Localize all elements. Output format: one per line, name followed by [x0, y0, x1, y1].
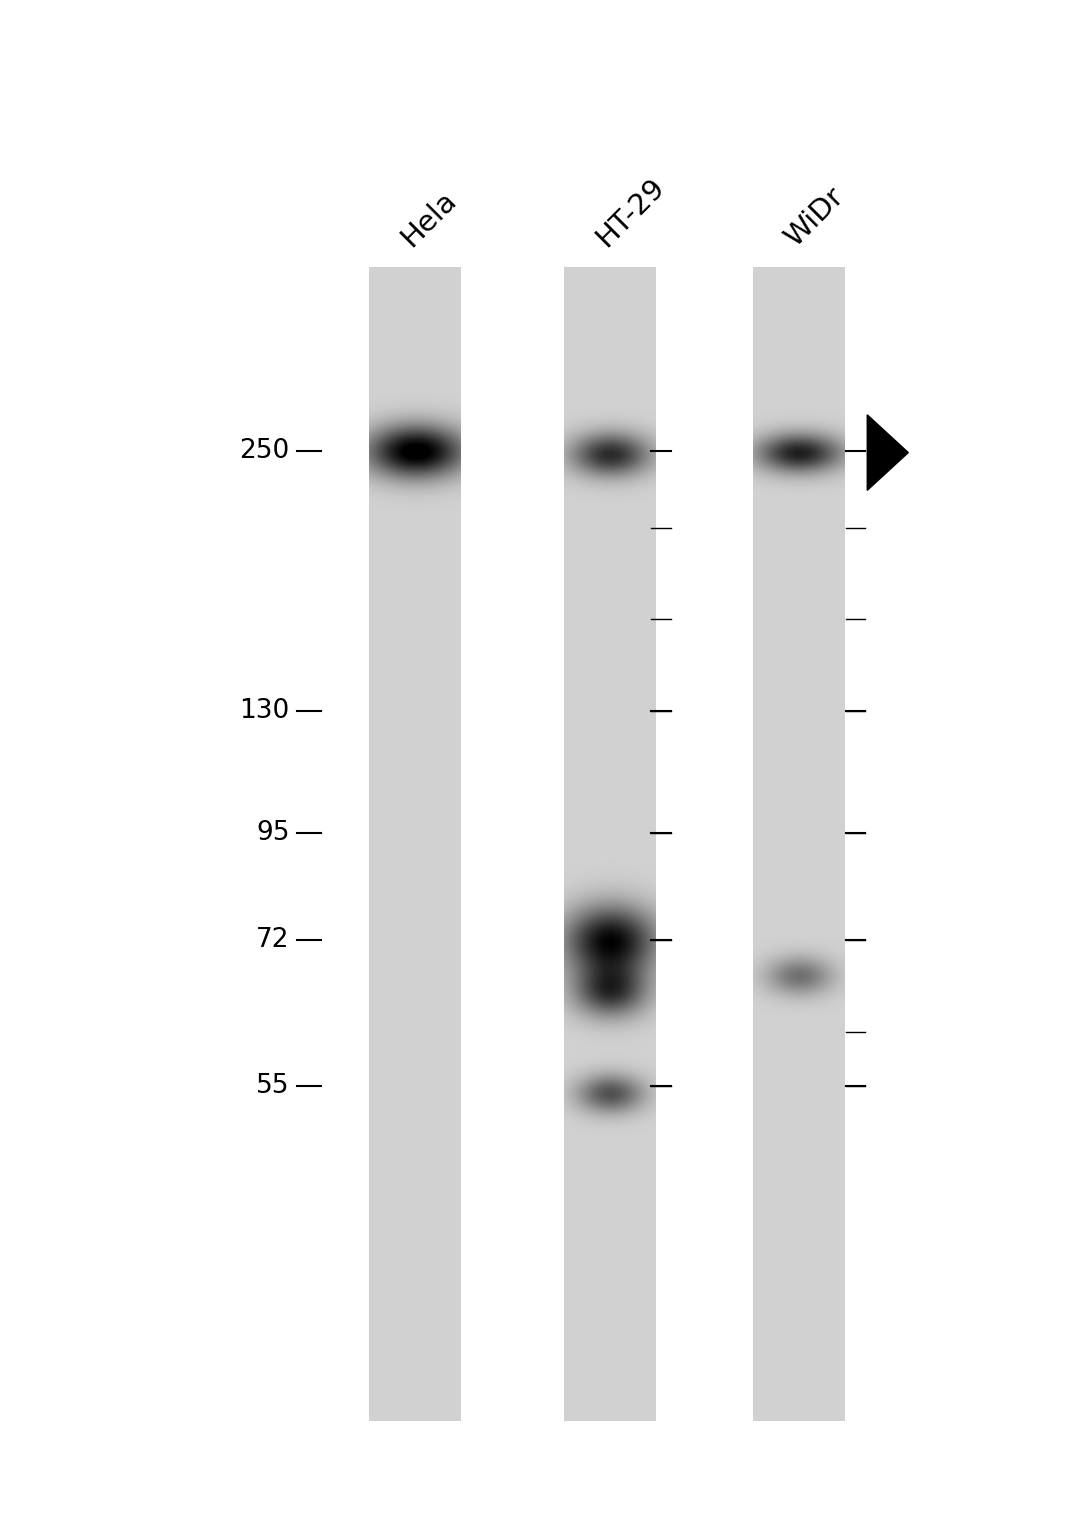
- Text: Hela: Hela: [396, 187, 462, 252]
- Text: 250: 250: [239, 437, 289, 465]
- Bar: [754, 268, 845, 1422]
- Polygon shape: [867, 414, 908, 491]
- Bar: [564, 268, 656, 1422]
- Text: HT-29: HT-29: [591, 173, 670, 252]
- Text: 130: 130: [239, 697, 289, 725]
- Text: 72: 72: [256, 927, 289, 954]
- Text: 55: 55: [256, 1072, 289, 1099]
- Text: 95: 95: [256, 820, 289, 847]
- Text: WiDr: WiDr: [780, 182, 849, 252]
- Bar: [369, 268, 462, 1422]
